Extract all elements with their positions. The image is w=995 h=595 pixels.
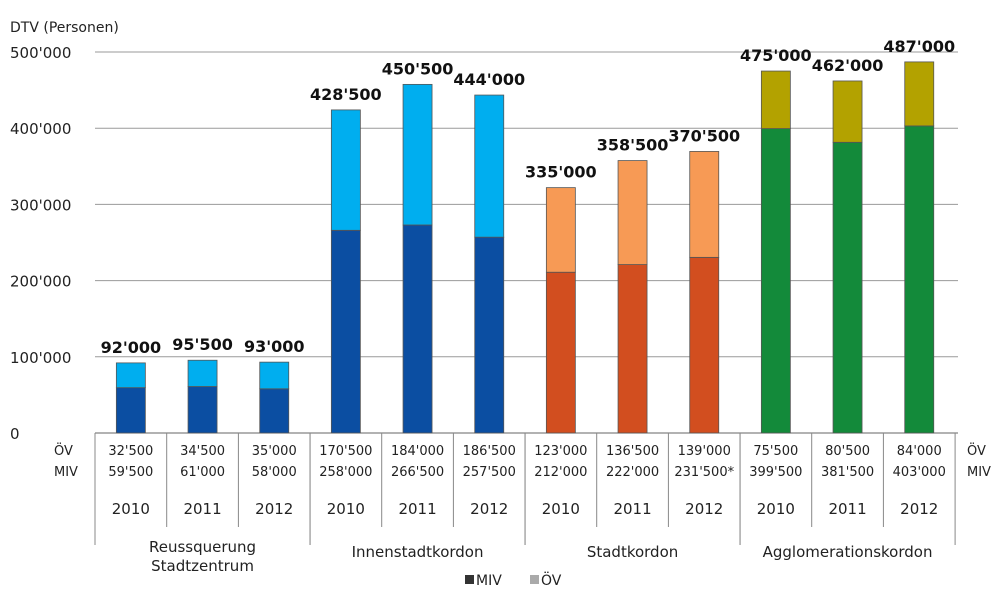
bars xyxy=(115,61,935,434)
bar-segment-oev xyxy=(617,160,648,265)
total-label: 487'000 xyxy=(883,37,955,56)
bar-segment-oev xyxy=(545,187,576,273)
total-label: 92'000 xyxy=(101,338,162,357)
miv-value-cell: 231'500* xyxy=(674,465,734,480)
row-label-miv: MIV xyxy=(54,465,78,480)
group-label: Reussquerung Stadtzentrum xyxy=(149,538,256,575)
total-label: 370'500 xyxy=(668,126,740,145)
bar-segment-oev xyxy=(402,83,433,226)
total-label: 462'000 xyxy=(812,56,884,75)
year-label: 2012 xyxy=(685,500,723,518)
bar-segment-miv xyxy=(832,141,863,434)
bar-segment-oev xyxy=(330,109,361,231)
bar-segment-miv xyxy=(545,271,576,434)
oev-value-cell: 84'000 xyxy=(897,444,942,459)
group-label: Innenstadtkordon xyxy=(352,543,484,561)
total-label: 475'000 xyxy=(740,46,812,65)
bar-segment-miv xyxy=(617,264,648,434)
y-tick-label: 100'000 xyxy=(10,349,71,367)
legend-label: MIV xyxy=(476,573,502,589)
total-label: 93'000 xyxy=(244,337,305,356)
y-tick-labels: 0 100'000 200'000 300'000 400'000 500'000 xyxy=(10,44,71,443)
total-label: 444'000 xyxy=(453,70,525,89)
miv-value-cell: 258'000 xyxy=(319,465,372,480)
miv-value-cell: 257'500 xyxy=(463,465,516,480)
group-label: Stadtkordon xyxy=(587,543,678,561)
year-label: 2010 xyxy=(112,500,150,518)
bar-segment-miv xyxy=(474,236,505,434)
year-label: 2010 xyxy=(327,500,365,518)
oev-value-cell: 32'500 xyxy=(108,444,153,459)
bar-segment-miv xyxy=(760,128,791,434)
oev-value-cell: 170'500 xyxy=(319,444,372,459)
year-label: 2011 xyxy=(398,500,436,518)
y-tick-label: 200'000 xyxy=(10,273,71,291)
miv-value-cell: 266'500 xyxy=(391,465,444,480)
miv-value-cell: 59'500 xyxy=(108,465,153,480)
oev-value-cell: 80'500 xyxy=(825,444,870,459)
y-tick-label: 500'000 xyxy=(10,44,71,62)
bar-segment-oev xyxy=(474,94,505,238)
miv-value-cell: 212'000 xyxy=(534,465,587,480)
bar-segment-miv xyxy=(187,386,218,434)
gridlines xyxy=(95,51,958,434)
bar-segment-miv xyxy=(115,387,146,434)
year-label: 2012 xyxy=(900,500,938,518)
data-table: 32'500 59'500 2010 34'500 61'000 2011 35'000 58… xyxy=(54,433,991,575)
miv-value-cell: 399'500 xyxy=(749,465,802,480)
legend-label: ÖV xyxy=(541,571,562,589)
oev-value-cell: 184'000 xyxy=(391,444,444,459)
year-label: 2012 xyxy=(255,500,293,518)
year-label: 2011 xyxy=(828,500,866,518)
bar-segment-miv xyxy=(689,256,720,434)
oev-value-cell: 123'000 xyxy=(534,444,587,459)
oev-value-cell: 139'000 xyxy=(678,444,731,459)
total-label: 428'500 xyxy=(310,85,382,104)
year-label: 2012 xyxy=(470,500,508,518)
bar-segment-oev xyxy=(689,151,720,258)
miv-value-cell: 61'000 xyxy=(180,465,225,480)
y-axis-label: DTV (Personen) xyxy=(10,20,119,36)
group-label: Agglomerationskordon xyxy=(763,543,933,561)
legend: MIV ÖV xyxy=(465,571,562,589)
miv-value-cell: 222'000 xyxy=(606,465,659,480)
oev-value-cell: 34'500 xyxy=(180,444,225,459)
total-label: 335'000 xyxy=(525,163,597,182)
total-label: 95'500 xyxy=(172,335,233,354)
row-label-oev: ÖV xyxy=(54,442,73,459)
year-label: 2011 xyxy=(183,500,221,518)
total-label: 358'500 xyxy=(597,136,669,155)
row-label-miv-right: MIV xyxy=(967,465,991,480)
oev-value-cell: 75'500 xyxy=(753,444,798,459)
bar-segment-miv xyxy=(259,388,290,434)
bar-segment-oev xyxy=(187,359,218,387)
bar-segment-oev xyxy=(760,70,791,129)
oev-value-cell: 35'000 xyxy=(252,444,297,459)
miv-value-cell: 403'000 xyxy=(893,465,946,480)
year-label: 2010 xyxy=(542,500,580,518)
oev-value-cell: 136'500 xyxy=(606,444,659,459)
total-label: 450'500 xyxy=(382,59,454,78)
bar-segment-oev xyxy=(904,61,935,127)
year-label: 2010 xyxy=(757,500,795,518)
y-tick-label: 300'000 xyxy=(10,196,71,214)
bar-segment-oev xyxy=(115,362,146,389)
bar-segment-miv xyxy=(330,229,361,434)
miv-value-cell: 58'000 xyxy=(252,465,297,480)
y-tick-label: 0 xyxy=(10,425,20,443)
bar-segment-oev xyxy=(832,80,863,143)
miv-value-cell: 381'500 xyxy=(821,465,874,480)
row-label-oev-right: ÖV xyxy=(967,442,986,459)
y-tick-label: 400'000 xyxy=(10,120,71,138)
legend-swatch xyxy=(465,575,474,584)
oev-value-cell: 186'500 xyxy=(463,444,516,459)
bar-segment-oev xyxy=(259,361,290,390)
bar-segment-miv xyxy=(402,224,433,434)
legend-swatch xyxy=(530,575,539,584)
year-label: 2011 xyxy=(613,500,651,518)
bar-segment-miv xyxy=(904,125,935,434)
